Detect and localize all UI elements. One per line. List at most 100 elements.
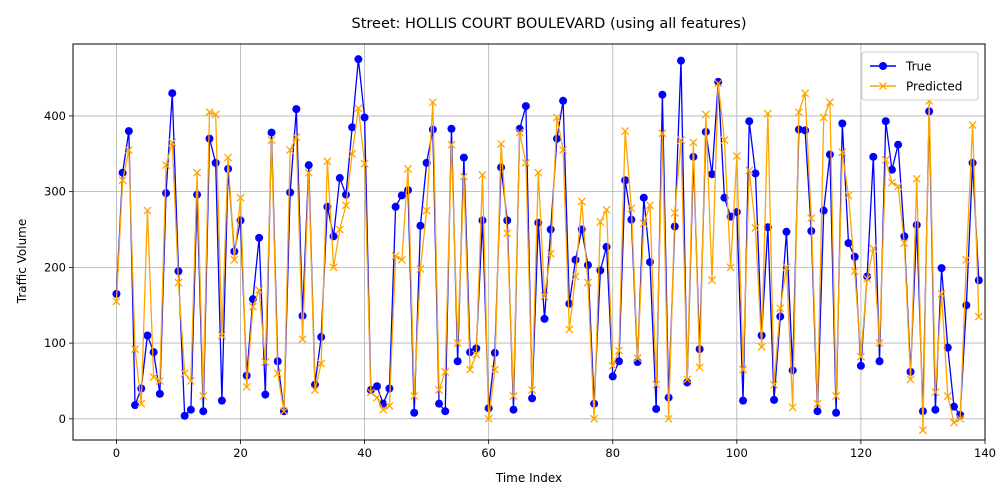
- data-point-predicted: [466, 365, 475, 374]
- data-point-predicted: [552, 113, 561, 122]
- data-point-predicted: [670, 208, 679, 217]
- data-point-predicted: [298, 335, 307, 344]
- data-point-true: [124, 127, 133, 136]
- data-point-true: [286, 188, 295, 197]
- data-point-predicted: [403, 164, 413, 173]
- x-tick-label: 20: [233, 446, 248, 460]
- data-point-predicted: [279, 407, 288, 416]
- data-point-true: [751, 169, 760, 178]
- data-point-predicted: [621, 127, 630, 136]
- data-point-predicted: [776, 304, 785, 313]
- data-point-predicted: [602, 205, 611, 214]
- data-point-predicted: [788, 403, 797, 412]
- data-point-predicted: [658, 129, 667, 138]
- x-axis-label: Time Index: [495, 471, 562, 485]
- data-point-true: [304, 161, 313, 170]
- series-predicted: [112, 79, 983, 435]
- data-point-predicted: [894, 182, 903, 191]
- data-point-predicted: [205, 108, 214, 117]
- data-point-predicted: [645, 201, 655, 210]
- data-point-true: [850, 252, 859, 261]
- data-point-predicted: [174, 278, 183, 287]
- data-point-predicted: [757, 342, 766, 351]
- data-point-true: [435, 399, 444, 408]
- data-point-true: [391, 202, 400, 211]
- data-point-predicted: [199, 392, 208, 401]
- data-point-predicted: [478, 170, 487, 180]
- data-point-true: [211, 158, 220, 167]
- data-point-predicted: [819, 113, 828, 122]
- data-point-predicted: [211, 110, 220, 119]
- data-point-true: [341, 190, 350, 199]
- data-point-predicted: [385, 401, 394, 410]
- data-point-predicted: [664, 414, 673, 423]
- data-point-predicted: [770, 380, 779, 389]
- data-point-predicted: [844, 191, 853, 200]
- x-tick-label: 140: [974, 446, 996, 460]
- data-point-true: [143, 331, 152, 340]
- data-point-predicted: [162, 161, 171, 170]
- data-point-true: [894, 140, 903, 149]
- data-point-predicted: [422, 206, 431, 215]
- data-point-predicted: [124, 145, 133, 155]
- legend-marker-true: [879, 62, 887, 70]
- data-point-true: [317, 333, 326, 342]
- data-point-true: [118, 168, 127, 177]
- data-point-predicted: [850, 267, 859, 276]
- data-point-predicted: [652, 380, 661, 389]
- data-point-true: [639, 193, 648, 202]
- data-point-true: [521, 102, 530, 111]
- data-point-true: [949, 402, 958, 411]
- data-point-true: [770, 395, 779, 404]
- data-point-predicted: [217, 331, 226, 340]
- data-point-true: [645, 258, 654, 267]
- x-tick-label: 120: [850, 446, 872, 460]
- data-point-predicted: [968, 120, 977, 130]
- data-point-predicted: [794, 108, 803, 117]
- data-point-true: [447, 124, 456, 133]
- data-point-true: [900, 232, 909, 241]
- data-point-predicted: [503, 229, 512, 238]
- data-point-true: [515, 124, 524, 133]
- data-point-predicted: [248, 302, 257, 311]
- data-point-predicted: [918, 426, 928, 435]
- data-point-true: [832, 408, 841, 417]
- data-point-predicted: [137, 399, 146, 408]
- data-point-predicted: [329, 263, 338, 272]
- data-point-predicted: [416, 264, 425, 273]
- data-point-true: [373, 382, 381, 391]
- data-point-predicted: [304, 168, 313, 177]
- data-point-predicted: [521, 158, 530, 167]
- data-point-predicted: [887, 178, 896, 187]
- data-point-predicted: [732, 152, 741, 161]
- data-point-predicted: [149, 373, 158, 382]
- data-point-predicted: [434, 385, 444, 395]
- data-point-predicted: [360, 159, 369, 168]
- data-point-predicted: [701, 110, 710, 119]
- data-point-true: [540, 314, 549, 323]
- data-point-true: [131, 401, 140, 410]
- data-point-true: [658, 90, 667, 99]
- y-tick-label: 400: [44, 109, 66, 123]
- data-point-predicted: [676, 136, 686, 145]
- data-point-predicted: [559, 145, 568, 155]
- data-point-true: [385, 384, 394, 393]
- data-point-true: [683, 378, 692, 387]
- data-point-true: [571, 255, 580, 264]
- data-point-predicted: [956, 414, 965, 423]
- data-point-predicted: [490, 365, 499, 374]
- data-point-predicted: [633, 354, 642, 363]
- data-point-true: [546, 225, 555, 234]
- data-point-true: [416, 221, 425, 230]
- data-point-predicted: [143, 206, 152, 215]
- data-point-true: [788, 366, 797, 375]
- data-point-true: [329, 232, 338, 241]
- y-tick-label: 0: [59, 412, 66, 426]
- data-point-true: [478, 216, 487, 225]
- data-point-predicted: [689, 138, 698, 147]
- data-point-true: [844, 239, 853, 248]
- data-point-true: [943, 343, 952, 352]
- x-tick-label: 40: [357, 446, 372, 460]
- data-point-true: [255, 233, 264, 242]
